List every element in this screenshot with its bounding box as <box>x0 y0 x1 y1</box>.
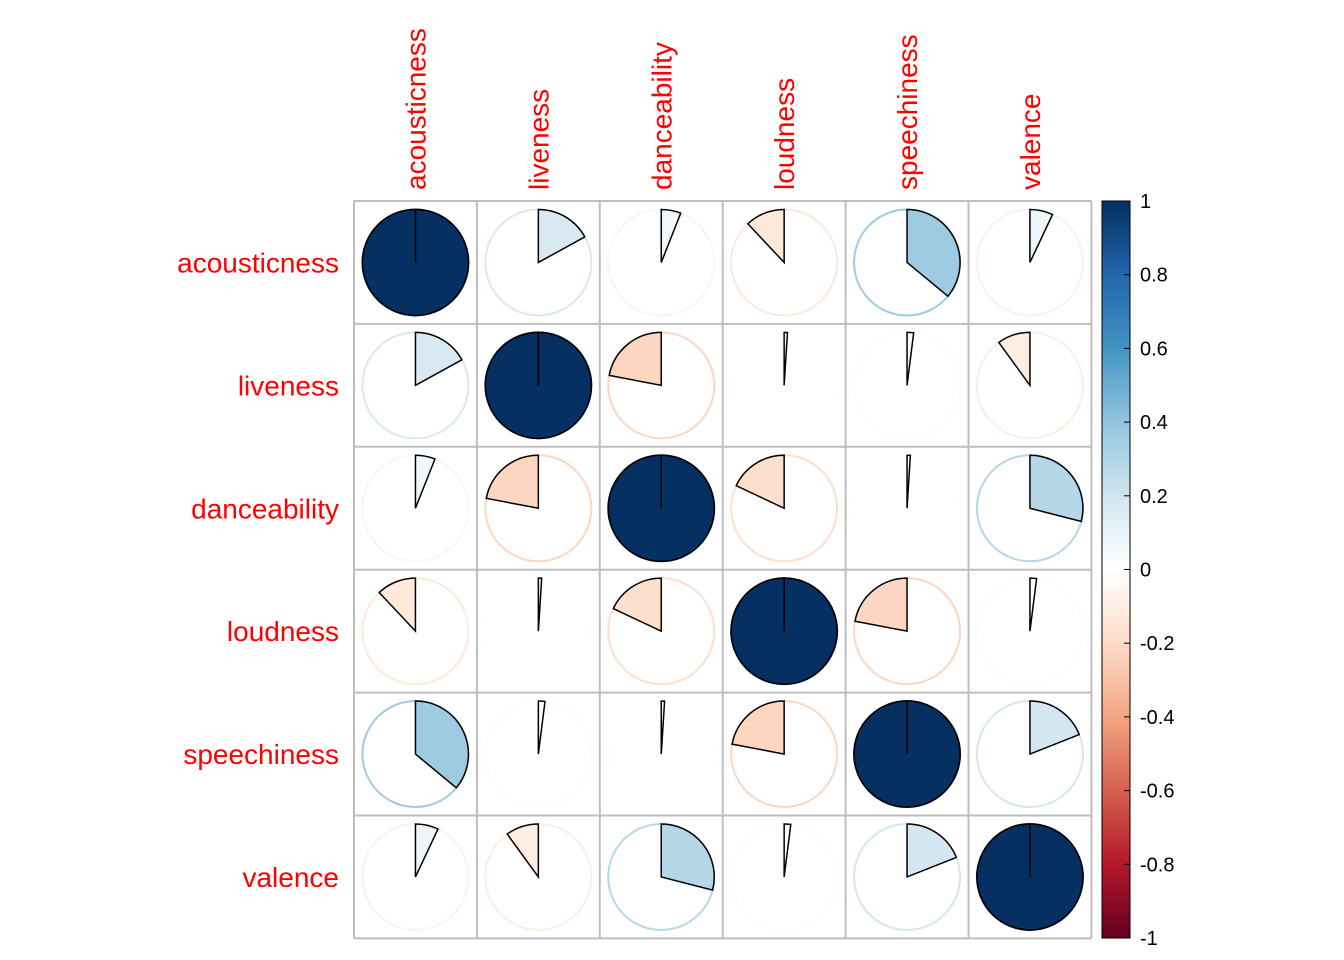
pie-sector <box>537 208 586 264</box>
pie-cell-liveness-acousticness <box>361 331 470 440</box>
row-label-valence: valence <box>242 862 339 893</box>
pie-sector <box>608 331 662 387</box>
colorbar-tick-label: -0.4 <box>1140 707 1174 729</box>
grid-layer <box>353 200 1093 940</box>
pie-cell-speechiness-loudness <box>730 700 839 809</box>
colorbar-tick-label: -1 <box>1140 928 1158 950</box>
pie-sector <box>378 577 417 634</box>
pie-sector <box>1029 577 1038 632</box>
pie-cell-valence-speechiness <box>853 822 962 931</box>
pie-sector <box>1029 208 1054 263</box>
pie-cell-valence-danceability <box>607 822 716 931</box>
pie-cell-danceability-danceability <box>607 454 716 563</box>
pie-sector <box>612 577 662 633</box>
pie-cell-loudness-valence <box>975 577 1084 686</box>
pie-sector <box>414 454 436 509</box>
pie-cell-loudness-liveness <box>484 577 593 686</box>
pie-sector <box>906 823 958 879</box>
pie-cell-danceability-loudness <box>730 454 839 563</box>
pie-cell-speechiness-acousticness <box>361 700 470 809</box>
pie-sector <box>506 823 540 880</box>
pie-sector <box>537 700 546 755</box>
pie-cell-acousticness-danceability <box>607 208 716 317</box>
pie-cell-acousticness-valence <box>975 208 1084 317</box>
pie-sector <box>414 331 463 387</box>
pie-cell-liveness-speechiness <box>853 331 962 440</box>
pie-sector <box>660 208 682 263</box>
pie-sector <box>414 700 470 789</box>
pie-cell-acousticness-speechiness <box>853 208 962 317</box>
pie-sector <box>414 823 440 878</box>
pie-sector <box>906 208 961 298</box>
row-label-liveness: liveness <box>238 370 339 401</box>
pie-sector <box>731 700 785 755</box>
column-label-loudness: loudness <box>769 78 800 190</box>
pie-cell-valence-loudness <box>730 822 839 931</box>
column-label-danceability: danceability <box>646 42 677 190</box>
pie-cell-speechiness-danceability <box>607 700 716 809</box>
colorbar-tick-label: 1 <box>1140 191 1151 213</box>
column-label-acousticness: acousticness <box>400 28 431 190</box>
row-label-acousticness: acousticness <box>177 247 339 278</box>
pie-sector <box>660 823 715 892</box>
pie-cell-loudness-loudness <box>730 577 839 686</box>
pie-cell-valence-acousticness <box>361 822 470 931</box>
pie-sector <box>1029 700 1081 756</box>
pie-cell-liveness-danceability <box>607 331 716 440</box>
pie-sector <box>906 331 915 386</box>
pie-cell-loudness-acousticness <box>361 577 470 686</box>
column-label-valence: valence <box>1015 93 1046 190</box>
colorbar-tick-label: -0.6 <box>1140 781 1174 803</box>
colorbar-tick-label: -0.2 <box>1140 633 1174 655</box>
pie-cell-danceability-valence <box>975 454 1084 563</box>
pie-sector <box>746 208 785 265</box>
pie-cell-liveness-liveness <box>484 331 593 440</box>
pie-cell-liveness-valence <box>975 331 1084 440</box>
pie-sector <box>660 700 666 755</box>
colorbar: 1 0.8 0.6 0.4 0.2 0 -0.2 -0.4 -0.6 -0.8 -1 <box>1101 191 1174 950</box>
pie-cell-danceability-speechiness <box>853 454 962 563</box>
row-label-danceability: danceability <box>191 493 339 524</box>
pie-sector <box>997 331 1031 388</box>
pie-sector <box>485 454 540 510</box>
pie-cell-loudness-speechiness <box>853 577 962 686</box>
column-labels: acousticness liveness danceability loudness… <box>400 28 1045 190</box>
colorbar-tick-label: -0.8 <box>1140 854 1174 876</box>
pie-cell-acousticness-acousticness <box>361 208 470 317</box>
pie-cell-valence-valence <box>975 822 1084 931</box>
pie-cell-liveness-loudness <box>730 331 839 440</box>
pie-cell-danceability-acousticness <box>361 454 470 563</box>
column-label-liveness: liveness <box>523 89 554 190</box>
colorbar-tick-label: 0 <box>1140 560 1151 582</box>
cells-layer <box>361 208 1084 931</box>
pie-cell-valence-liveness <box>484 822 593 931</box>
pie-sector <box>735 454 785 510</box>
row-label-speechiness: speechiness <box>183 739 339 770</box>
pie-sector <box>783 823 792 878</box>
pie-cell-danceability-liveness <box>484 454 593 563</box>
pie-cell-loudness-danceability <box>607 577 716 686</box>
pie-sector <box>783 331 789 386</box>
colorbar-tick-label: 0.6 <box>1140 338 1168 360</box>
row-labels: acousticness liveness danceability loudness… <box>177 247 339 893</box>
pie-cell-acousticness-loudness <box>730 208 839 317</box>
colorbar-tick-label: 0.8 <box>1140 265 1168 287</box>
pie-cell-speechiness-valence <box>975 700 1084 809</box>
row-label-loudness: loudness <box>227 616 339 647</box>
pie-cell-speechiness-liveness <box>484 700 593 809</box>
pie-sector <box>1029 454 1084 523</box>
colorbar-tick-label: 0.2 <box>1140 486 1168 508</box>
pie-sector <box>854 577 908 633</box>
pie-cell-speechiness-speechiness <box>853 700 962 809</box>
pie-sector <box>906 454 912 509</box>
pie-cell-acousticness-liveness <box>484 208 593 317</box>
colorbar-tick-label: 0.4 <box>1140 412 1168 434</box>
column-label-speechiness: speechiness <box>892 34 923 190</box>
pie-sector <box>537 577 543 632</box>
